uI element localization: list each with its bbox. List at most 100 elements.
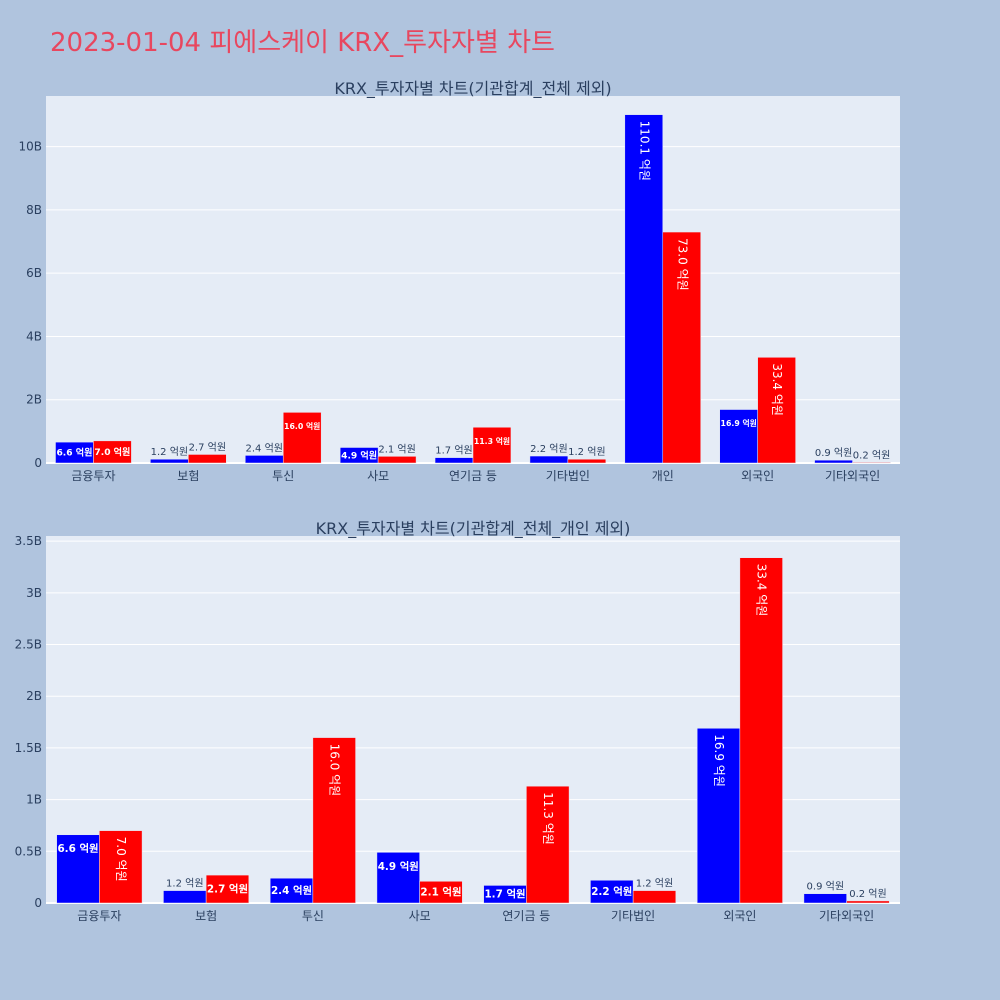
data-label: 7.0 억원 — [94, 446, 130, 458]
bar — [312, 737, 356, 904]
data-label: 6.6 억원 — [56, 447, 92, 459]
bar — [188, 454, 227, 464]
data-label: 1.7 억원 — [435, 445, 472, 457]
bar — [803, 893, 847, 904]
bar — [526, 785, 570, 904]
data-label: 2.2 억원 — [591, 885, 632, 898]
x-tick-label: 개인 — [652, 469, 674, 483]
bar — [567, 458, 607, 464]
bar — [814, 459, 853, 464]
y-tick-label: 2B — [26, 689, 42, 703]
bar — [434, 457, 474, 464]
data-label: 1.2 억원 — [636, 878, 673, 890]
data-label: 33.4 억원 — [755, 564, 769, 617]
investor-chart-bottom: 0 0.5B 1B 1.5B 2B 2.5B 3B 3.5B KRX_투자자별 차트(기관합계_… — [15, 519, 900, 923]
data-label: 2.2 억원 — [530, 443, 567, 455]
x-tick-label: 금융투자 — [77, 909, 121, 923]
bar — [269, 877, 314, 904]
data-label: 2.7 억원 — [207, 883, 248, 896]
data-label: 6.6 억원 — [57, 842, 98, 855]
bar — [282, 412, 322, 464]
bar — [529, 455, 569, 464]
y-tick-label: 1B — [26, 793, 42, 807]
data-label: 7.0 억원 — [114, 837, 128, 882]
x-tick-label: 기타법인 — [546, 469, 590, 483]
data-label: 16.9 억원 — [712, 734, 726, 787]
y-tick-label: 0.5B — [15, 844, 42, 858]
bar — [472, 426, 512, 464]
bar — [739, 557, 783, 904]
data-label: 1.7 억원 — [484, 888, 525, 901]
data-label: 1.2 억원 — [568, 446, 605, 458]
x-tick-label: 기타외국인 — [825, 469, 880, 483]
x-tick-label: 연기금 등 — [449, 469, 497, 483]
data-label: 2.7 억원 — [189, 441, 226, 453]
data-label: 2.4 억원 — [271, 884, 312, 897]
bar — [852, 462, 891, 464]
data-label: 11.3 억원 — [541, 792, 555, 845]
y-tick-label: 2.5B — [15, 638, 42, 652]
y-tick-label: 1.5B — [15, 741, 42, 755]
data-label: 0.9 억원 — [807, 881, 844, 893]
x-tick-label: 연기금 등 — [502, 909, 550, 923]
chart-title: KRX_투자자별 차트(기관합계_전체_개인 제외) — [316, 519, 631, 539]
data-label: 16.9 억원 — [721, 418, 757, 428]
x-tick-label: 기타외국인 — [819, 909, 874, 923]
data-label: 16.0 억원 — [284, 421, 320, 431]
x-tick-label: 사모 — [409, 909, 431, 923]
data-label: 110.1 억원 — [637, 121, 651, 181]
y-tick-label: 3B — [26, 586, 42, 600]
bar — [624, 114, 664, 464]
x-tick-label: 외국인 — [723, 909, 756, 923]
data-label: 2.1 억원 — [378, 443, 415, 455]
bar — [719, 409, 758, 464]
bar — [696, 728, 741, 904]
bar — [757, 357, 796, 464]
investor-chart-top: 0 2B 4B 6B 8B 10B KRX_투자자별 차트(기관합계_전체 제외) 금융투자 6… — [18, 79, 900, 483]
y-tick-label: 4B — [26, 329, 42, 343]
data-label: 16.0 억원 — [328, 744, 342, 797]
data-label: 11.3 억원 — [474, 436, 510, 446]
data-label: 1.2 억원 — [166, 878, 203, 890]
x-tick-label: 사모 — [367, 469, 389, 483]
bar — [377, 456, 417, 464]
bar — [419, 881, 463, 904]
bar — [163, 890, 207, 904]
y-tick-label: 6B — [26, 266, 42, 280]
data-label: 4.9 억원 — [341, 449, 377, 461]
x-tick-label: 보험 — [195, 909, 217, 923]
y-tick-label: 3.5B — [15, 534, 42, 548]
data-label: 33.4 억원 — [770, 363, 784, 416]
x-tick-label: 투신 — [302, 909, 324, 923]
bar — [632, 890, 677, 904]
chart-title: KRX_투자자별 차트(기관합계_전체 제외) — [334, 79, 611, 99]
bar — [205, 874, 250, 904]
bar — [56, 834, 100, 904]
data-label: 1.2 억원 — [151, 446, 188, 458]
bar — [93, 440, 132, 464]
y-tick-label: 0 — [34, 456, 42, 470]
data-label: 2.1 억원 — [420, 886, 461, 899]
x-tick-label: 기타법인 — [611, 909, 655, 923]
y-tick-label: 10B — [18, 140, 42, 154]
data-label: 4.9 억원 — [378, 860, 419, 873]
page-title: 2023-01-04 피에스케이 KRX_투자자별 차트 — [50, 28, 555, 58]
y-tick-label: 0 — [34, 896, 42, 910]
x-tick-label: 금융투자 — [71, 469, 115, 483]
data-label: 2.4 억원 — [246, 442, 283, 454]
bar — [339, 447, 379, 464]
bar — [245, 455, 284, 464]
y-tick-label: 2B — [26, 393, 42, 407]
y-tick-label: 8B — [26, 203, 42, 217]
x-tick-label: 투신 — [272, 469, 294, 483]
data-label: 0.2 억원 — [849, 888, 886, 900]
bar — [846, 900, 890, 904]
bar — [662, 231, 701, 464]
data-label: 73.0 억원 — [675, 238, 689, 291]
x-tick-label: 보험 — [177, 469, 199, 483]
bar — [150, 458, 189, 464]
x-tick-label: 외국인 — [741, 469, 774, 483]
data-label: 0.9 억원 — [815, 447, 852, 459]
data-label: 0.2 억원 — [853, 449, 890, 461]
bar — [99, 830, 143, 904]
